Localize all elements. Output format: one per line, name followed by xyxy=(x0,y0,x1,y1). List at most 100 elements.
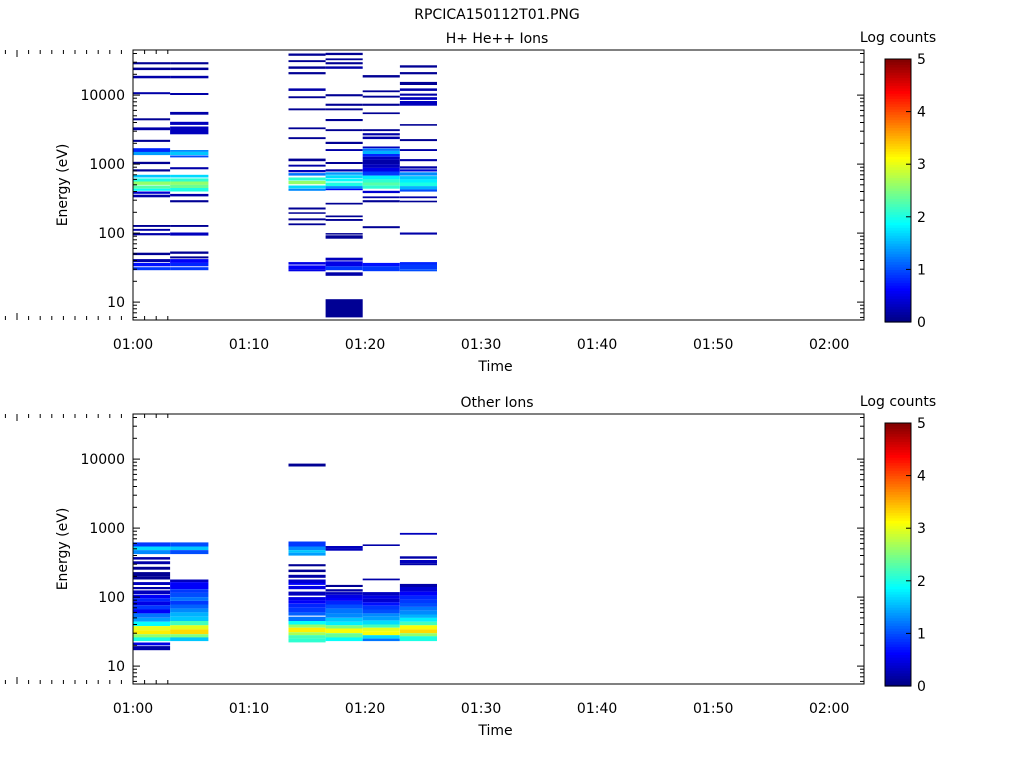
heat-cell xyxy=(362,616,400,621)
colorbar-frame xyxy=(884,422,912,687)
heat-cell xyxy=(399,633,437,637)
colorbar-segment xyxy=(885,232,911,236)
heat-cell xyxy=(288,53,326,56)
heat-cell xyxy=(288,173,326,176)
heat-cell xyxy=(362,154,400,157)
x-axis-label: Time xyxy=(477,359,512,375)
colorbar-segment xyxy=(885,612,911,616)
heat-cell xyxy=(170,259,209,263)
heat-cell xyxy=(399,166,437,169)
heat-cell xyxy=(288,66,326,69)
heat-cell xyxy=(362,146,400,149)
colorbar-segment xyxy=(885,222,911,226)
colorbar-segment xyxy=(885,543,911,548)
colorbar-segment xyxy=(885,248,911,252)
heat-cell xyxy=(362,185,400,189)
heat-cell xyxy=(325,182,363,186)
colorbar-segment xyxy=(885,74,911,79)
heat-cell xyxy=(362,159,400,165)
colorbar-segment xyxy=(885,316,911,320)
heat-cell xyxy=(288,616,326,621)
colorbar-segment xyxy=(885,250,911,255)
colorbar-segment xyxy=(885,520,911,524)
colorbar-segment xyxy=(885,433,911,437)
heat-cell xyxy=(325,608,363,614)
colorbar-segment xyxy=(885,572,911,577)
heat-cell xyxy=(362,638,400,642)
y-axis-label: Energy (eV) xyxy=(55,508,71,591)
colorbar-tick-label: 5 xyxy=(917,416,926,432)
colorbar-segment xyxy=(885,219,911,223)
heat-cell xyxy=(133,542,171,547)
heat-cell xyxy=(325,604,363,609)
heat-cell xyxy=(170,121,209,125)
colorbar-segment xyxy=(885,179,911,184)
heat-cell xyxy=(170,637,209,642)
colorbar-tick-label: 2 xyxy=(917,210,926,226)
colorbar-segment xyxy=(885,593,911,598)
heat-cell xyxy=(325,188,363,191)
heat-cell xyxy=(170,251,209,254)
heat-cell xyxy=(362,164,400,168)
colorbar-segment xyxy=(885,264,911,268)
heat-cell xyxy=(170,193,209,197)
heat-cell xyxy=(362,200,400,203)
heat-cell xyxy=(399,532,437,535)
panel-title: Other Ions xyxy=(460,395,533,411)
colorbar-segment xyxy=(885,151,911,155)
colorbar-segment xyxy=(885,664,911,669)
heat-cell xyxy=(362,112,400,115)
colorbar-segment xyxy=(885,517,911,521)
colorbar-segment xyxy=(885,174,911,178)
heat-cell xyxy=(399,614,437,618)
colorbar-segment xyxy=(885,649,911,653)
heat-cell xyxy=(133,613,171,618)
colorbar-segment xyxy=(885,198,911,202)
colorbar-segment xyxy=(885,675,911,679)
heat-cell xyxy=(399,629,437,634)
colorbar-segment xyxy=(885,559,911,563)
heat-cell xyxy=(133,550,171,555)
colorbar-segment xyxy=(885,201,911,205)
heat-cell xyxy=(399,262,437,265)
heat-cell xyxy=(133,228,171,231)
heat-cell xyxy=(362,148,400,151)
heat-cell xyxy=(170,582,209,585)
colorbar-segment xyxy=(885,279,911,284)
heat-cell xyxy=(170,178,209,182)
colorbar-segment xyxy=(885,190,911,194)
y-axis-label: Energy (eV) xyxy=(55,144,71,227)
heat-cell xyxy=(362,75,400,78)
heat-cell xyxy=(288,552,326,556)
heat-cell xyxy=(399,88,437,91)
heat-cell xyxy=(170,232,209,236)
heat-cell xyxy=(399,196,437,199)
colorbar-segment xyxy=(885,311,911,315)
heat-cell xyxy=(133,646,171,651)
colorbar-segment xyxy=(885,235,911,239)
colorbar-segment xyxy=(885,308,911,313)
heat-cell xyxy=(399,139,437,142)
colorbar-segment xyxy=(885,617,911,621)
colorbar-segment xyxy=(885,457,911,461)
heat-cell xyxy=(399,124,437,126)
heat-cell xyxy=(325,299,363,318)
heat-cell xyxy=(399,101,437,106)
heat-cell xyxy=(170,584,209,590)
heat-cell xyxy=(362,631,400,636)
colorbar-segment xyxy=(885,140,911,144)
heat-cell xyxy=(133,161,171,165)
heat-cell xyxy=(325,261,363,267)
heat-cell xyxy=(362,544,400,546)
colorbar-tick-label: 1 xyxy=(917,262,926,278)
x-tick-label: 01:10 xyxy=(229,337,269,353)
heat-cell xyxy=(133,178,171,182)
heat-cell xyxy=(362,156,400,160)
x-tick-label: 02:00 xyxy=(809,337,849,353)
x-tick-label: 01:20 xyxy=(345,337,385,353)
x-tick-label: 01:30 xyxy=(461,337,501,353)
x-tick-label: 01:30 xyxy=(461,701,501,717)
heat-cell xyxy=(170,126,209,135)
colorbar-segment xyxy=(885,504,911,508)
heat-cell xyxy=(170,256,209,259)
